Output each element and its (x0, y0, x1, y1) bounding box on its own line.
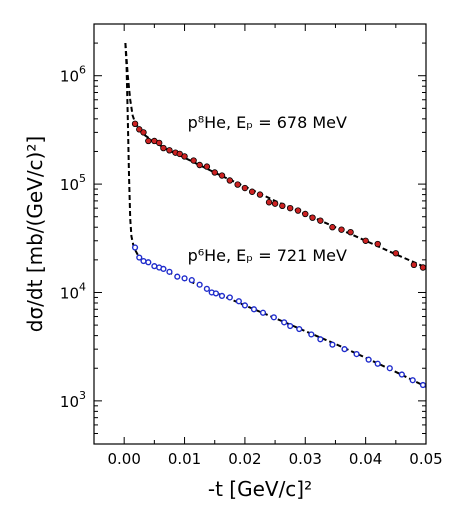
fit-curve-2 (124, 43, 426, 388)
data-point-series-1 (176, 150, 183, 158)
data-point-series-2 (259, 309, 267, 316)
data-point-series-1 (286, 204, 294, 212)
plot-frame (93, 23, 427, 445)
y-tick-label: 104 (60, 280, 86, 302)
y-axis-title: dσ/dt [mb/(GeV/c)²] (23, 136, 47, 332)
data-point-series-2 (374, 360, 381, 367)
data-point-series-2 (365, 356, 372, 363)
data-group (124, 43, 426, 389)
data-point-series-1 (218, 172, 226, 179)
data-point-series-1 (419, 264, 426, 271)
data-point-series-2 (181, 275, 188, 282)
data-point-series-2 (160, 265, 167, 273)
x-tick-label: 0.01 (168, 450, 201, 468)
data-point-series-2 (250, 306, 258, 313)
data-point-series-2 (131, 244, 139, 251)
data-point-series-1 (241, 184, 249, 192)
data-point-series-2 (212, 290, 220, 297)
data-point-series-2 (341, 346, 348, 353)
data-point-series-1 (347, 228, 354, 236)
data-point-series-2 (226, 294, 233, 301)
data-point-series-2 (196, 281, 203, 288)
data-point-series-1 (265, 199, 273, 206)
data-point-series-2 (140, 257, 147, 265)
x-tick-label: 0.04 (349, 450, 382, 468)
data-point-series-1 (309, 214, 316, 221)
data-point-series-1 (392, 250, 400, 257)
data-point-series-2 (241, 302, 249, 309)
data-point-series-1 (317, 217, 324, 224)
data-point-series-1 (190, 157, 197, 164)
axis-labels: 0.00 0.01 0.02 0.03 0.04 0.05 103 104 105 106 -t [… (23, 64, 443, 501)
data-point-series-1 (155, 139, 163, 147)
axis-ticks (93, 23, 427, 445)
x-tick-label: 0.02 (228, 450, 261, 468)
data-point-series-2 (287, 322, 294, 330)
data-point-series-2 (296, 325, 303, 333)
data-point-series-2 (308, 331, 315, 338)
series-annotation-1: p⁸He, Eₚ = 678 MeV (188, 113, 347, 132)
y-tick-label: 103 (60, 389, 86, 411)
data-point-series-2 (353, 351, 360, 358)
data-point-series-1 (181, 153, 188, 160)
x-tick-label: 0.00 (107, 450, 140, 468)
data-point-series-1 (145, 137, 152, 145)
data-point-series-2 (281, 319, 288, 326)
x-axis-title: -t [GeV/c]² (208, 477, 312, 501)
plot-area (124, 43, 426, 389)
data-point-series-1 (196, 161, 203, 169)
data-point-series-2 (270, 314, 277, 321)
data-point-series-2 (136, 254, 143, 261)
data-point-series-1 (271, 200, 279, 207)
data-point-series-1 (362, 237, 369, 244)
data-point-series-1 (136, 126, 143, 133)
y-tick-label: 105 (60, 172, 86, 194)
data-point-series-1 (279, 202, 286, 210)
data-point-series-1 (234, 181, 241, 188)
data-point-series-1 (166, 147, 173, 154)
data-point-series-2 (145, 259, 152, 266)
data-point-series-1 (226, 177, 234, 184)
x-tick-label: 0.05 (409, 450, 442, 468)
data-point-series-2 (235, 298, 242, 305)
data-point-series-2 (174, 273, 181, 280)
data-point-series-1 (203, 163, 211, 170)
data-point-series-1 (374, 240, 381, 248)
x-tick-label: 0.03 (289, 450, 322, 468)
data-point-series-2 (386, 365, 393, 372)
data-point-series-2 (188, 277, 195, 284)
data-point-series-1 (140, 129, 147, 136)
data-point-series-2 (203, 285, 210, 292)
series-annotation-2: p⁶He, Eₚ = 721 MeV (188, 246, 347, 265)
data-point-series-2 (398, 371, 405, 378)
data-point-series-2 (166, 268, 173, 275)
data-point-series-1 (211, 169, 218, 176)
data-point-series-2 (218, 292, 226, 300)
y-tick-label: 106 (60, 64, 86, 86)
data-point-series-2 (419, 381, 426, 389)
data-point-series-1 (248, 188, 256, 195)
data-point-series-1 (131, 120, 139, 127)
data-point-series-1 (410, 261, 418, 269)
data-point-series-2 (329, 341, 336, 348)
data-point-series-2 (151, 263, 158, 270)
data-point-series-1 (338, 226, 345, 233)
data-point-series-1 (302, 210, 309, 218)
data-point-series-2 (317, 336, 324, 343)
data-point-series-1 (329, 224, 336, 231)
data-point-series-2 (409, 377, 416, 384)
data-point-series-1 (294, 207, 302, 214)
data-point-series-1 (256, 191, 264, 198)
data-point-series-1 (160, 144, 167, 152)
